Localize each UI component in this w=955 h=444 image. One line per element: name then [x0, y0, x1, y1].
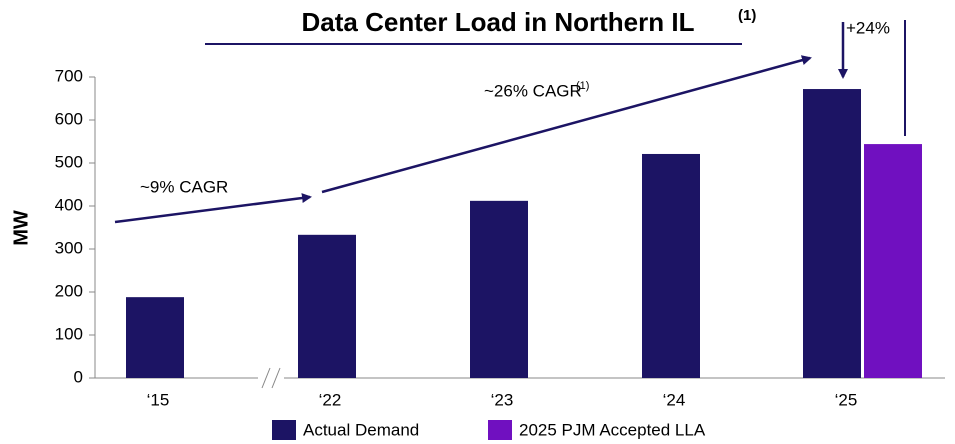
x-tick-label: ‘23	[491, 390, 514, 409]
x-tick-label: ‘24	[663, 390, 686, 409]
axis-break	[261, 367, 271, 389]
x-tick-label: ‘25	[835, 390, 858, 409]
annotation: +24%	[846, 18, 890, 37]
bar	[803, 89, 861, 378]
x-tick-label: ‘15	[147, 390, 170, 409]
chart-title: Data Center Load in Northern IL	[302, 7, 695, 37]
bar	[298, 234, 356, 378]
x-tick-label: ‘22	[319, 390, 342, 409]
y-tick-label: 200	[55, 281, 83, 300]
arrow	[321, 55, 812, 194]
legend-swatch	[488, 420, 512, 440]
y-tick-label: 300	[55, 238, 83, 257]
arrow	[114, 193, 312, 224]
y-tick-label: 100	[55, 324, 83, 343]
bar	[470, 200, 528, 378]
y-tick-label: 0	[74, 367, 83, 386]
axis-break-bg	[258, 370, 284, 386]
y-tick-label: 700	[55, 66, 83, 85]
title-note: (1)	[738, 7, 756, 24]
y-axis-label: MW	[10, 210, 32, 246]
axis-break	[271, 367, 281, 389]
annotation: ~26% CAGR	[484, 81, 582, 100]
legend-label: 2025 PJM Accepted LLA	[519, 420, 706, 439]
annotation-note: (1)	[576, 80, 589, 92]
legend-swatch	[272, 420, 296, 440]
y-tick-label: 600	[55, 109, 83, 128]
bar	[126, 297, 184, 378]
bar	[864, 144, 922, 378]
bar	[642, 153, 700, 378]
annotation: ~9% CAGR	[140, 177, 228, 196]
legend-label: Actual Demand	[303, 420, 419, 439]
y-tick-label: 500	[55, 152, 83, 171]
y-tick-label: 400	[55, 195, 83, 214]
